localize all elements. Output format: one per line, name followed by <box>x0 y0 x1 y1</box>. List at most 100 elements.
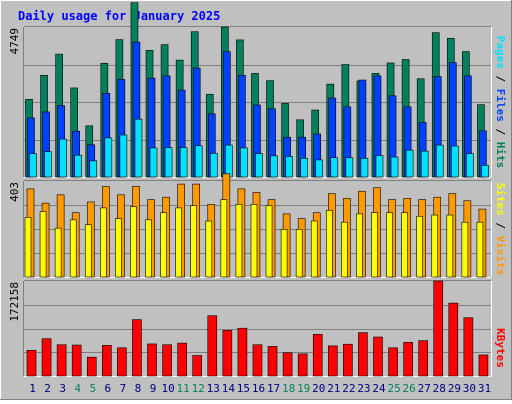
pages-bar-8 <box>134 118 143 178</box>
sites-bar-22 <box>341 221 348 278</box>
kbytes-bar-25 <box>388 347 398 377</box>
kbytes-bar-23 <box>358 332 368 377</box>
pages-bar-20 <box>315 159 324 178</box>
visits-axis-label: Sites / Visits <box>494 183 507 276</box>
day-label-18: 18 <box>282 382 295 395</box>
day-label-11: 11 <box>177 382 190 395</box>
day-label-26: 26 <box>403 382 416 395</box>
day-label-12: 12 <box>192 382 205 395</box>
sites-bar-4 <box>69 219 77 278</box>
day-label-4: 4 <box>74 382 81 395</box>
chart-title: Daily usage for January 2025 <box>18 9 220 23</box>
pages-bar-31 <box>481 165 489 178</box>
sites-bar-7 <box>115 218 122 278</box>
day-label-10: 10 <box>161 382 174 395</box>
visits-axis-label-part: Sites <box>494 183 507 216</box>
sites-bar-9 <box>145 219 152 278</box>
pages-bar-1 <box>29 153 37 178</box>
day-label-16: 16 <box>252 382 265 395</box>
kbytes-bar-31 <box>478 354 489 377</box>
sites-bar-23 <box>356 213 363 278</box>
pages-bar-16 <box>255 153 263 178</box>
kbytes-bar-10 <box>162 344 172 377</box>
kbytes-bar-12 <box>192 355 203 377</box>
day-label-13: 13 <box>207 382 220 395</box>
day-label-2: 2 <box>44 382 51 395</box>
sites-bar-5 <box>84 224 92 278</box>
sites-bar-13 <box>205 220 213 278</box>
sites-bar-21 <box>325 210 333 278</box>
kbytes-bar-14 <box>222 330 233 377</box>
kbytes-bar-19 <box>297 353 308 377</box>
day-label-25: 25 <box>387 382 400 395</box>
day-label-15: 15 <box>237 382 250 395</box>
pages-bar-22 <box>345 157 354 178</box>
kbytes-axis-label: KBytes <box>494 328 507 368</box>
kbytes-bar-22 <box>343 343 353 377</box>
pages-bar-29 <box>451 145 459 178</box>
kbytes-bar-30 <box>463 317 474 377</box>
kbytes-bar-7 <box>117 347 127 377</box>
day-label-8: 8 <box>135 382 142 395</box>
pages-bar-14 <box>225 144 233 178</box>
sites-bar-24 <box>371 212 378 278</box>
kbytes-bar-3 <box>56 344 67 377</box>
kbytes-bar-5 <box>86 356 97 377</box>
kbytes-bar-17 <box>267 346 278 377</box>
day-label-24: 24 <box>372 382 386 395</box>
sites-bar-20 <box>310 220 318 278</box>
kbytes-bar-28 <box>433 280 444 377</box>
sites-bar-25 <box>386 212 393 278</box>
day-label-9: 9 <box>150 382 157 395</box>
day-label-7: 7 <box>120 382 127 395</box>
kbytes-bar-21 <box>327 345 338 377</box>
sites-bar-27 <box>416 215 423 278</box>
pages-bar-23 <box>360 158 369 178</box>
sites-bar-12 <box>190 205 198 278</box>
pages-bar-3 <box>59 138 67 178</box>
day-label-21: 21 <box>327 382 340 395</box>
kbytes-bar-29 <box>448 302 459 377</box>
pages-bar-28 <box>435 144 444 178</box>
pages-bar-11 <box>179 147 188 178</box>
kbytes-bar-2 <box>41 338 52 377</box>
pages-bar-12 <box>194 145 203 178</box>
pages-bar-21 <box>330 157 339 178</box>
pages-bar-26 <box>405 149 414 178</box>
sites-bar-30 <box>461 221 469 278</box>
day-label-22: 22 <box>342 382 355 395</box>
pages-bar-6 <box>104 137 113 178</box>
pages-bar-27 <box>420 150 429 178</box>
pages-bar-17 <box>270 155 278 178</box>
pages-bar-5 <box>89 160 98 178</box>
day-label-19: 19 <box>297 382 310 395</box>
day-label-20: 20 <box>312 382 325 395</box>
sites-bar-14 <box>220 199 228 278</box>
pages-bar-19 <box>300 158 308 178</box>
sites-bar-6 <box>100 207 107 278</box>
kbytes-bar-8 <box>132 319 142 377</box>
day-label-23: 23 <box>357 382 370 395</box>
hits-axis-label-separator: / <box>494 122 507 142</box>
pages-bar-10 <box>164 147 173 178</box>
hits-axis-label-separator: / <box>494 69 507 89</box>
kbytes-max-label: 172158 <box>8 282 21 322</box>
kbytes-bar-26 <box>403 341 413 377</box>
day-label-5: 5 <box>89 382 96 395</box>
pages-bar-30 <box>466 153 474 178</box>
day-label-17: 17 <box>267 382 280 395</box>
pages-bar-4 <box>74 154 82 178</box>
hits-max-label: 4749 <box>8 28 21 55</box>
kbytes-bar-1 <box>26 349 37 377</box>
sites-bar-16 <box>250 204 258 278</box>
day-label-27: 27 <box>418 382 431 395</box>
sites-bar-19 <box>295 229 303 278</box>
day-label-3: 3 <box>59 382 66 395</box>
kbytes-bar-6 <box>102 345 112 377</box>
pages-bar-9 <box>149 147 158 178</box>
kbytes-bar-11 <box>177 342 187 377</box>
pages-bar-25 <box>390 156 399 178</box>
pages-bar-18 <box>285 156 293 178</box>
kbytes-bar-20 <box>312 333 323 377</box>
